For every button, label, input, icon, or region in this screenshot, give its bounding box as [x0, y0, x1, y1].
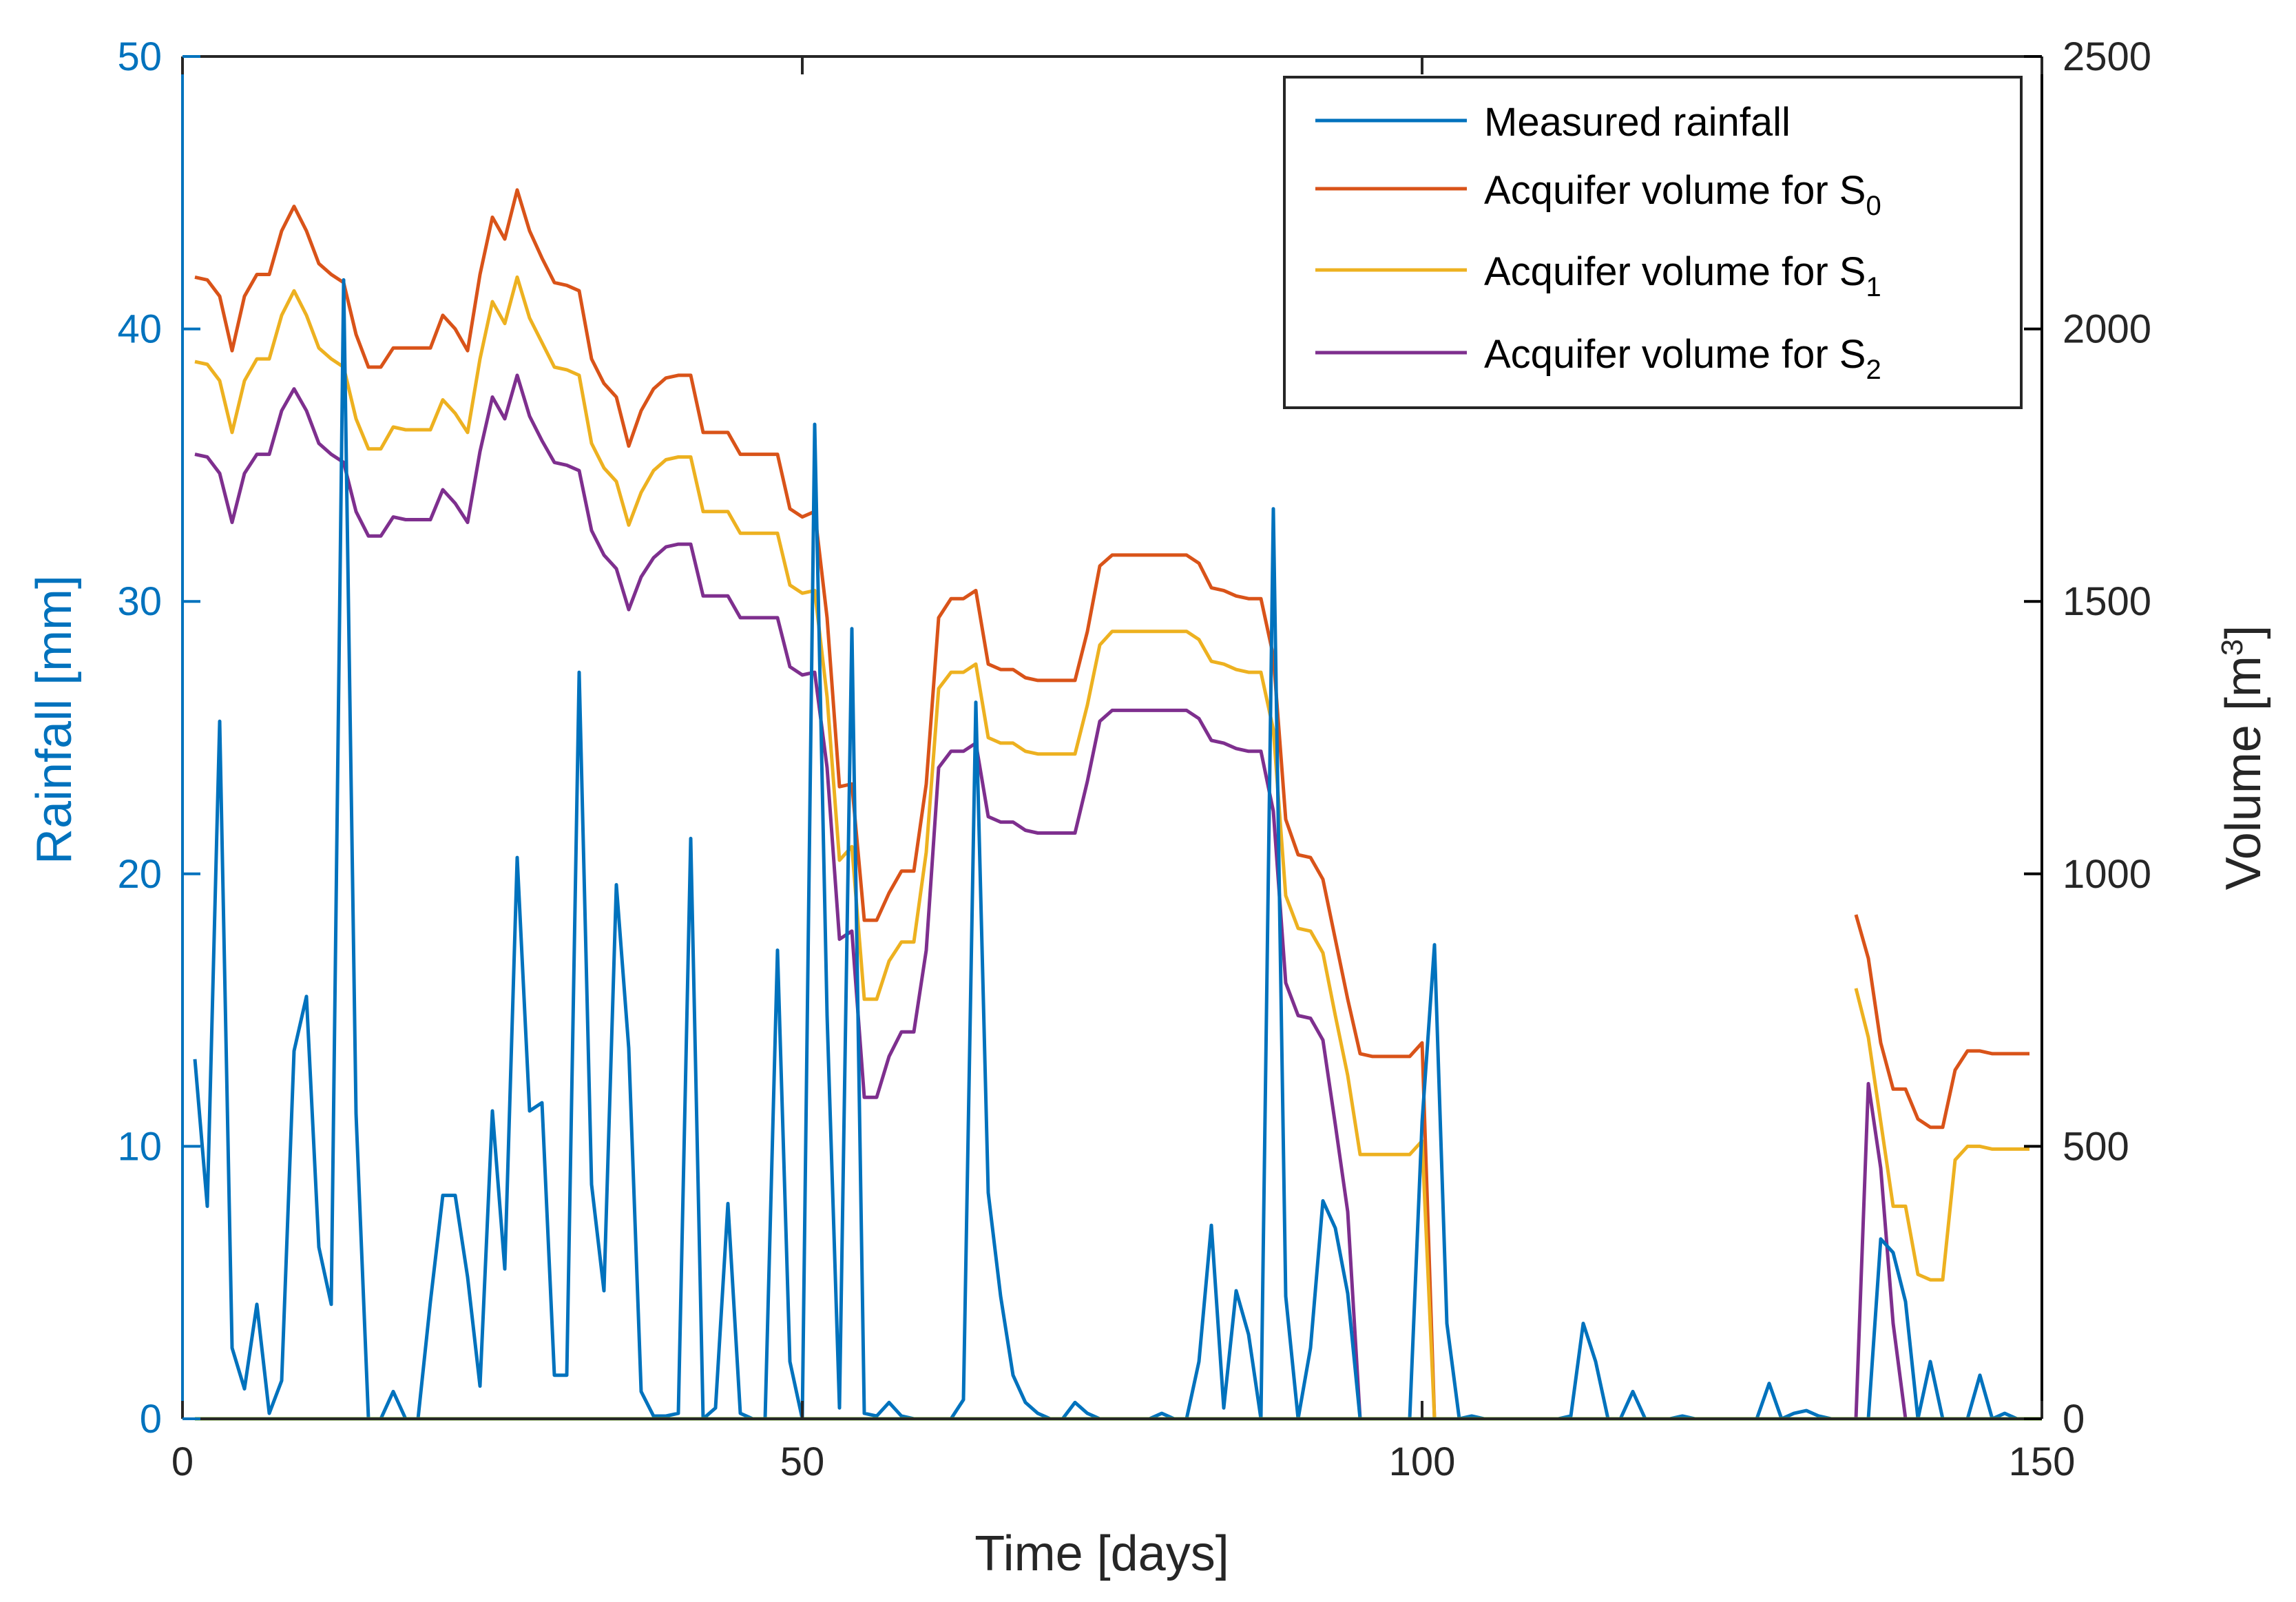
- y-left-axis-title: Rainfall [mm]: [27, 575, 82, 864]
- series-volume-s1-segment-1: [1854, 988, 2029, 1282]
- y-right-axis-title-close: ]: [2216, 625, 2271, 639]
- legend-label-s2-text: Acquifer volume for S: [1484, 332, 1866, 377]
- legend-label-s1: Acquifer volume for S1: [1484, 249, 1881, 302]
- y-right-tick-label: 500: [2063, 1124, 2129, 1169]
- y-right-tick-label: 2500: [2063, 34, 2151, 79]
- x-tick-label: 0: [171, 1439, 194, 1484]
- legend-label-s1-text: Acquifer volume for S: [1484, 249, 1866, 294]
- legend-label-s1-sub: 1: [1866, 272, 1881, 302]
- series-volume-s0-segment-1: [1854, 914, 2029, 1130]
- legend-label-rainfall: Measured rainfall: [1484, 100, 1791, 145]
- legend: Measured rainfall Acquifer volume for S0…: [1283, 76, 2023, 409]
- y-right-tick-label: 1000: [2063, 852, 2151, 897]
- x-tick-label: 150: [2009, 1439, 2076, 1484]
- x-tick-label: 100: [1389, 1439, 1456, 1484]
- x-tick-label: 50: [780, 1439, 825, 1484]
- x-axis-title: Time [days]: [974, 1526, 1229, 1581]
- y-right-tick-label: 1500: [2063, 579, 2151, 624]
- y-right-axis-title-main: Volume [m: [2216, 656, 2271, 890]
- y-right-axis-title: Volume [m3]: [2215, 625, 2271, 891]
- legend-label-s0-sub: 0: [1866, 191, 1881, 221]
- y-right-tick-label: 0: [2063, 1397, 2085, 1442]
- legend-label-rainfall-text: Measured rainfall: [1484, 100, 1791, 145]
- y-left-tick-label: 30: [117, 579, 162, 624]
- legend-label-s2-sub: 2: [1866, 355, 1881, 385]
- series-volume-s1-segment-0: [194, 275, 1437, 1419]
- y-left-tick-label: 40: [117, 307, 162, 352]
- axes-layer: [181, 55, 2043, 1420]
- y-left-tick-label: 50: [117, 34, 162, 79]
- y-left-tick-label: 0: [140, 1397, 162, 1442]
- y-right-tick-label: 2000: [2063, 307, 2151, 352]
- legend-label-s0: Acquifer volume for S0: [1484, 168, 1881, 221]
- legend-label-s2: Acquifer volume for S2: [1484, 332, 1881, 385]
- y-left-tick-label: 10: [117, 1124, 162, 1169]
- series-volume-s2-segment-0: [194, 373, 1908, 1421]
- y-left-tick-label: 20: [117, 852, 162, 897]
- y-right-axis-title-sup: 3: [2215, 639, 2249, 656]
- legend-label-s0-text: Acquifer volume for S: [1484, 168, 1866, 213]
